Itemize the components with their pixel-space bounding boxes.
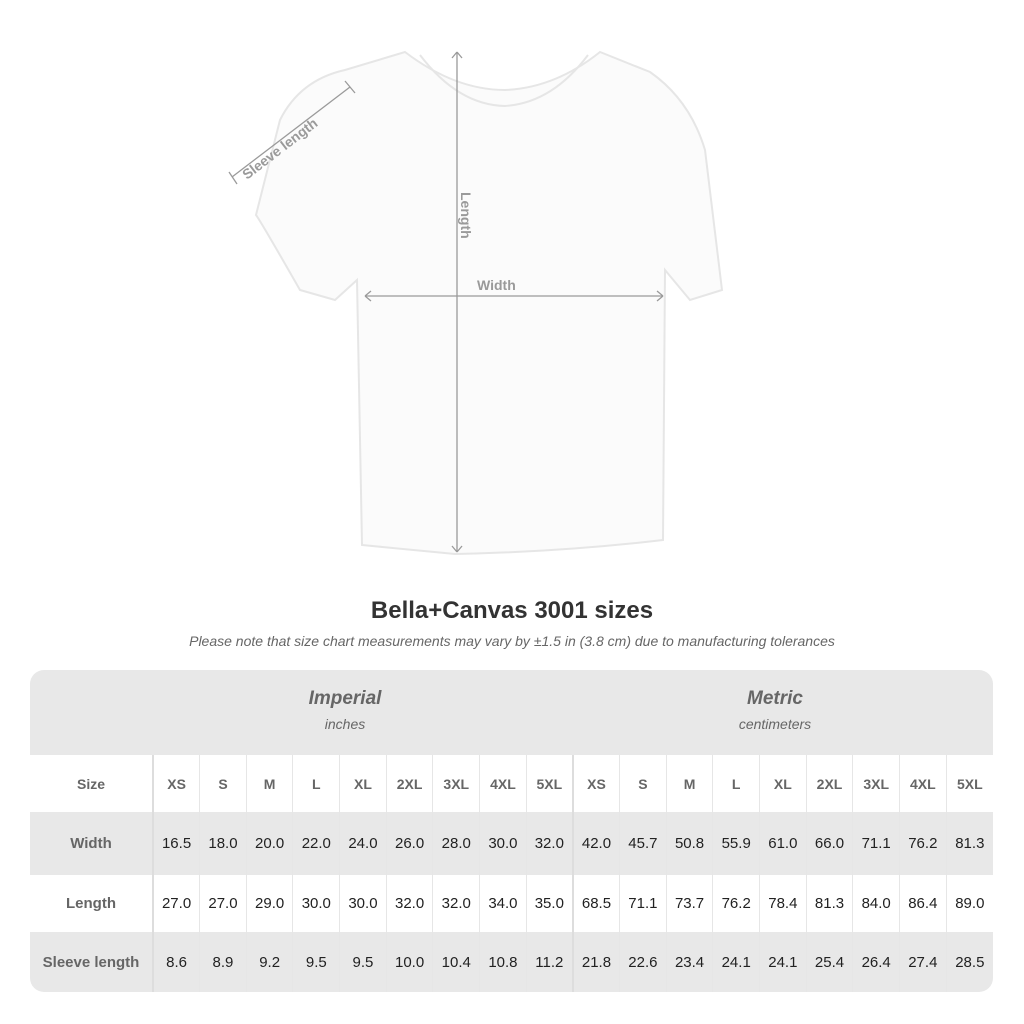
imperial-value-cell: 30.0: [292, 875, 340, 932]
imperial-value-cell: 11.2: [525, 932, 573, 992]
metric-value-cell: 81.3: [945, 812, 993, 875]
metric-size-header: L: [712, 755, 760, 812]
row-label: Width: [30, 812, 154, 875]
imperial-size-header: 2XL: [385, 755, 433, 812]
metric-size-header: S: [619, 755, 667, 812]
imperial-value-cell: 28.0: [432, 812, 480, 875]
imperial-unit: inches: [324, 716, 366, 732]
imperial-size-header: XS: [152, 755, 200, 812]
imperial-value-cell: 35.0: [525, 875, 573, 932]
imperial-size-header: 5XL: [525, 755, 573, 812]
size-chart: Imperial inches Metric centimeters Size X…: [30, 670, 993, 992]
imperial-value-cell: 34.0: [479, 875, 527, 932]
imperial-value-cell: 20.0: [245, 812, 293, 875]
metric-value-cell: 22.6: [619, 932, 667, 992]
metric-title: Metric: [747, 688, 803, 709]
metric-value-cell: 68.5: [571, 875, 620, 932]
metric-size-header: 3XL: [852, 755, 900, 812]
imperial-value-cell: 27.0: [199, 875, 247, 932]
imperial-size-header: L: [292, 755, 340, 812]
imperial-value-cell: 32.0: [385, 875, 433, 932]
imperial-value-cell: 32.0: [432, 875, 480, 932]
imperial-value-cell: 27.0: [152, 875, 200, 932]
imperial-size-header: 3XL: [432, 755, 480, 812]
metric-value-cell: 25.4: [805, 932, 853, 992]
imperial-value-cell: 22.0: [292, 812, 340, 875]
imperial-value-cell: 30.0: [339, 875, 387, 932]
table-row: Length 27.0 27.0 29.0 30.0 30.0 32.0 32.0 34.0 35…: [30, 875, 993, 932]
imperial-size-header: 4XL: [479, 755, 527, 812]
metric-size-header: M: [665, 755, 713, 812]
metric-value-cell: 86.4: [899, 875, 947, 932]
metric-value-cell: 55.9: [712, 812, 760, 875]
metric-value-cell: 27.4: [899, 932, 947, 992]
imperial-value-cell: 9.5: [292, 932, 340, 992]
metric-value-cell: 21.8: [571, 932, 620, 992]
metric-value-cell: 61.0: [759, 812, 807, 875]
metric-value-cell: 42.0: [571, 812, 620, 875]
row-label: Length: [30, 875, 154, 932]
size-table: Size XS S M L XL 2XL 3XL 4XL 5XL XS S M L XL 2XL 3XL 4XL 5…: [30, 755, 993, 992]
metric-size-header: 2XL: [805, 755, 853, 812]
imperial-value-cell: 9.5: [339, 932, 387, 992]
metric-value-cell: 84.0: [852, 875, 900, 932]
metric-value-cell: 76.2: [712, 875, 760, 932]
imperial-value-cell: 10.0: [385, 932, 433, 992]
metric-header: Metric centimeters: [625, 688, 925, 732]
tolerance-note: Please note that size chart measurements…: [189, 633, 835, 649]
metric-value-cell: 66.0: [805, 812, 853, 875]
imperial-value-cell: 8.9: [199, 932, 247, 992]
imperial-value-cell: 16.5: [152, 812, 200, 875]
imperial-value-cell: 18.0: [199, 812, 247, 875]
size-label: Size: [30, 755, 154, 812]
metric-value-cell: 81.3: [805, 875, 853, 932]
metric-value-cell: 45.7: [619, 812, 667, 875]
table-row: Sleeve length 8.6 8.9 9.2 9.5 9.5 10.0 10.4 10.8…: [30, 932, 993, 992]
imperial-size-header: XL: [339, 755, 387, 812]
tshirt-collar: [419, 54, 589, 108]
metric-value-cell: 24.1: [712, 932, 760, 992]
metric-value-cell: 73.7: [665, 875, 713, 932]
metric-value-cell: 26.4: [852, 932, 900, 992]
metric-value-cell: 28.5: [945, 932, 993, 992]
metric-value-cell: 76.2: [899, 812, 947, 875]
metric-value-cell: 24.1: [759, 932, 807, 992]
metric-value-cell: 23.4: [665, 932, 713, 992]
imperial-value-cell: 10.4: [432, 932, 480, 992]
imperial-size-header: M: [245, 755, 293, 812]
metric-value-cell: 78.4: [759, 875, 807, 932]
metric-value-cell: 71.1: [852, 812, 900, 875]
imperial-value-cell: 10.8: [479, 932, 527, 992]
metric-size-header: XL: [759, 755, 807, 812]
metric-unit: centimeters: [738, 716, 812, 732]
table-row: Width 16.5 18.0 20.0 22.0 24.0 26.0 28.0 30.0 32.…: [30, 812, 993, 875]
imperial-value-cell: 29.0: [245, 875, 293, 932]
imperial-value-cell: 8.6: [152, 932, 200, 992]
metric-value-cell: 71.1: [619, 875, 667, 932]
imperial-value-cell: 30.0: [479, 812, 527, 875]
imperial-value-cell: 26.0: [385, 812, 433, 875]
tshirt-shape: [254, 50, 724, 556]
imperial-value-cell: 24.0: [339, 812, 387, 875]
metric-value-cell: 89.0: [945, 875, 993, 932]
metric-value-cell: 50.8: [665, 812, 713, 875]
size-header-row: Size XS S M L XL 2XL 3XL 4XL 5XL XS S M L XL 2XL 3XL 4XL 5…: [30, 755, 993, 812]
imperial-value-cell: 32.0: [525, 812, 573, 875]
imperial-value-cell: 9.2: [245, 932, 293, 992]
imperial-title: Imperial: [308, 688, 382, 709]
chart-title: Bella+Canvas 3001 sizes: [370, 597, 654, 624]
width-label: Width: [477, 277, 516, 293]
metric-size-header: XS: [571, 755, 620, 812]
size-chart-header: Imperial inches Metric centimeters: [30, 670, 993, 755]
tshirt-diagram: Sleeve length Length Width: [228, 50, 724, 556]
imperial-size-header: S: [199, 755, 247, 812]
metric-size-header: 4XL: [899, 755, 947, 812]
sleeve-measure-line: [231, 86, 351, 178]
length-label: Length: [458, 192, 474, 239]
imperial-header: Imperial inches: [195, 688, 495, 732]
row-label: Sleeve length: [30, 932, 154, 992]
metric-size-header: 5XL: [945, 755, 993, 812]
